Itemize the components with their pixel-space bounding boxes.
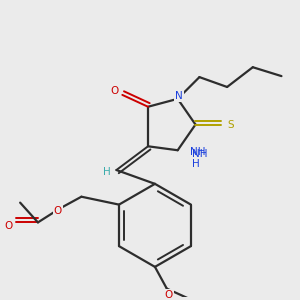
Text: O: O [165, 290, 173, 300]
Text: O: O [4, 221, 12, 231]
Text: H: H [191, 159, 199, 169]
Text: O: O [54, 206, 62, 215]
Text: H: H [103, 167, 110, 177]
Text: NH: NH [191, 149, 207, 159]
Text: N: N [175, 91, 182, 101]
Text: S: S [228, 119, 234, 130]
Text: O: O [110, 86, 118, 96]
Text: NH: NH [190, 147, 205, 157]
